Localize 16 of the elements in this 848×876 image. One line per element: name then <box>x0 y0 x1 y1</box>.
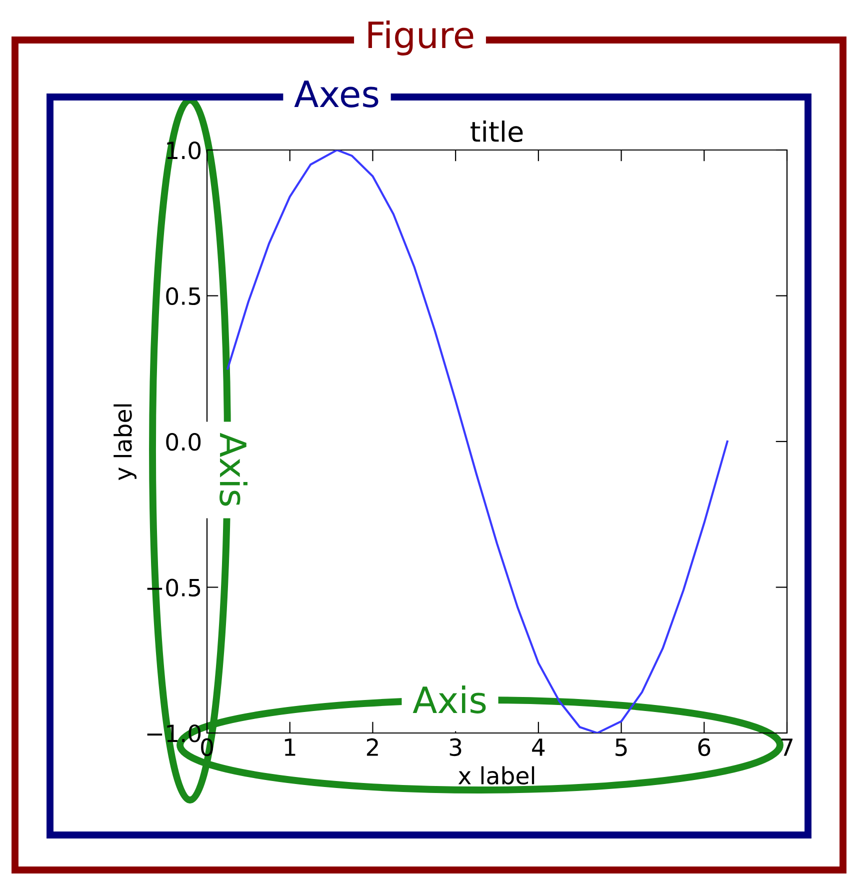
text: Axes <box>294 80 378 108</box>
x-tick-label: 7 <box>781 738 792 756</box>
x-tick-label: 1 <box>284 738 296 756</box>
annotation: Axis <box>412 686 486 714</box>
x-tick-label: 6 <box>698 738 710 756</box>
chart-title: title <box>470 120 523 142</box>
x-axis-title: x label <box>458 766 534 785</box>
x-tick-label: 5 <box>616 738 627 756</box>
x-tick-label: 4 <box>532 738 545 756</box>
y-tick-label: 0.5 <box>166 287 200 306</box>
x-tick-label: 3 <box>450 738 462 756</box>
annotation: Axis <box>220 432 248 506</box>
y-tick-label: 0.0 <box>166 432 201 451</box>
text: Figure <box>368 20 474 56</box>
y-axis-title: y label <box>114 404 136 480</box>
x-tick-label: 2 <box>366 738 378 756</box>
